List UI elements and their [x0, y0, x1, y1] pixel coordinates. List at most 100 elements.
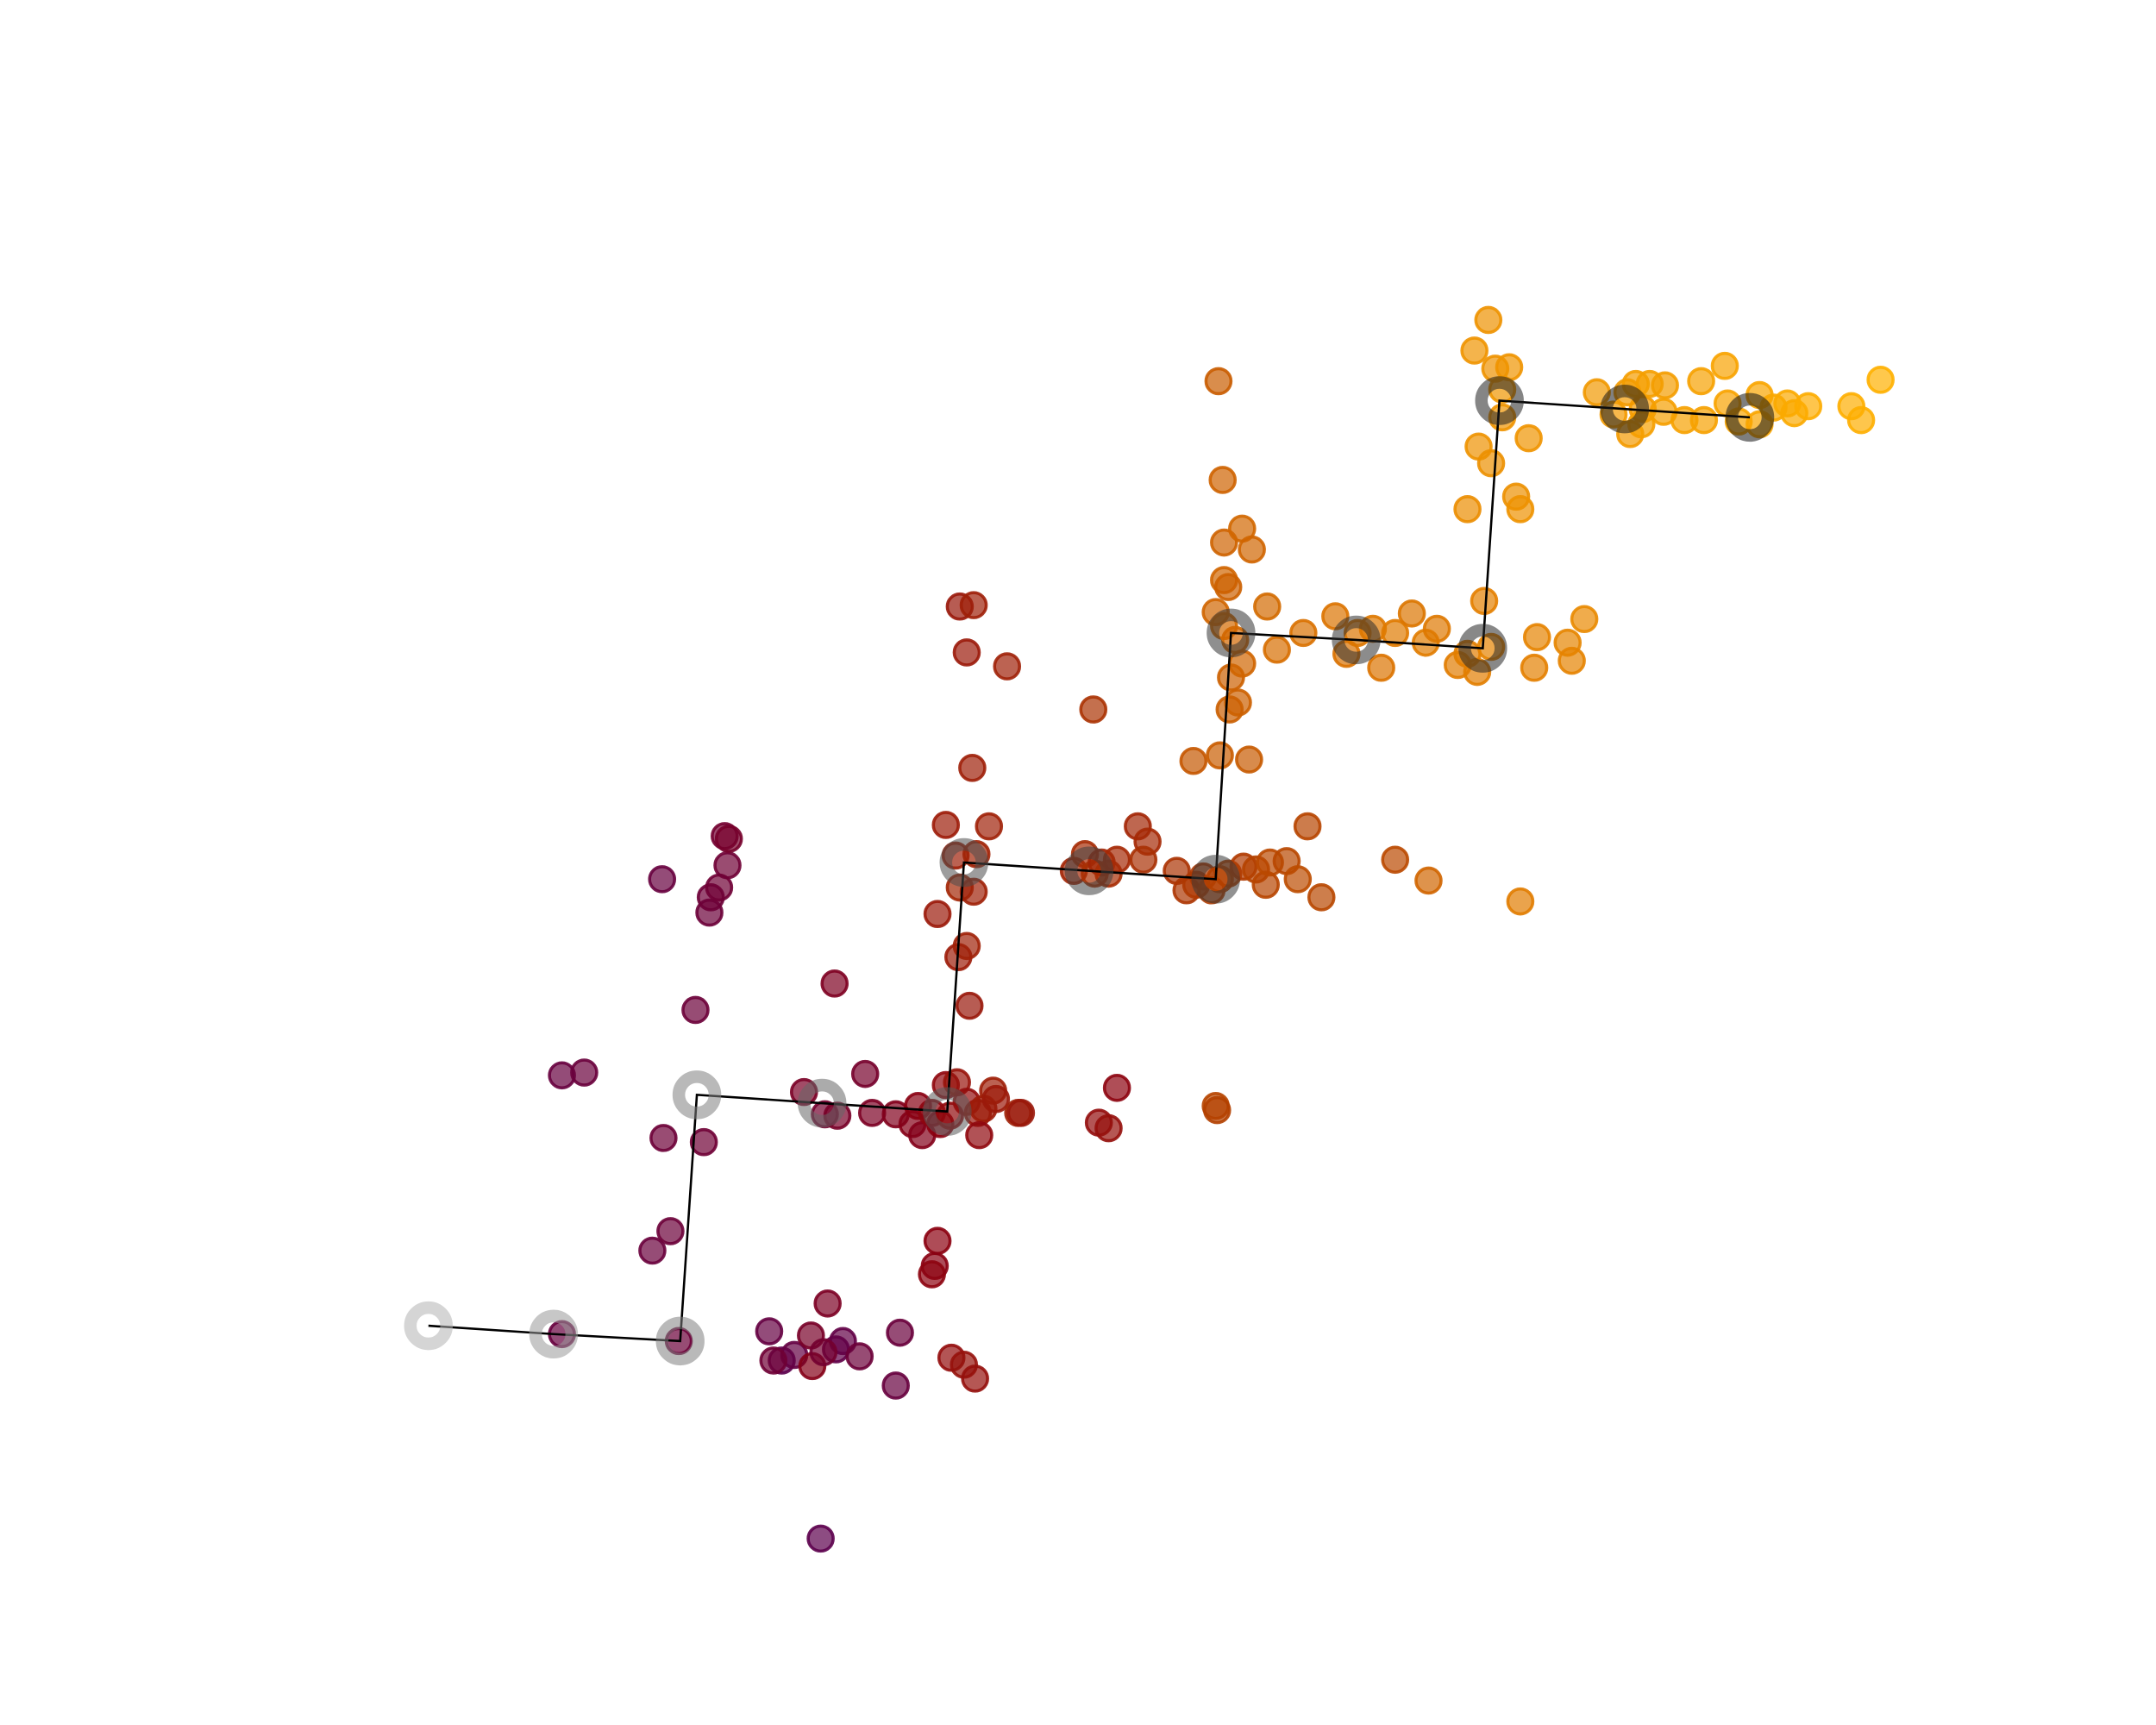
data-point	[1235, 745, 1263, 774]
data-point	[1520, 653, 1549, 682]
data-point	[1204, 367, 1233, 396]
trajectory-node	[797, 1078, 847, 1128]
data-point	[1460, 336, 1489, 365]
trajectory-node	[1725, 392, 1775, 442]
trajectory-node	[1191, 855, 1240, 904]
data-point	[809, 1338, 838, 1367]
trajectory-node	[923, 1087, 972, 1136]
data-point	[1570, 605, 1599, 634]
data-point	[1094, 1113, 1123, 1143]
data-point	[1651, 371, 1679, 400]
data-point	[1213, 573, 1243, 601]
data-point	[713, 850, 742, 880]
data-point	[1422, 614, 1451, 643]
data-point	[820, 969, 849, 998]
data-point	[813, 1289, 842, 1318]
data-point	[570, 1058, 599, 1087]
data-point	[681, 995, 710, 1025]
data-point	[1079, 695, 1108, 724]
trajectory-node	[655, 1316, 705, 1366]
data-point	[1687, 367, 1715, 396]
data-point	[1238, 535, 1266, 564]
data-point	[959, 591, 988, 619]
data-point	[1203, 1095, 1232, 1125]
data-point	[931, 811, 961, 839]
data-point	[845, 1342, 874, 1371]
data-point	[958, 754, 987, 782]
data-point	[1453, 495, 1482, 524]
data-point	[1476, 448, 1506, 478]
data-point	[656, 1217, 685, 1245]
data-point	[1224, 688, 1252, 717]
data-point	[858, 1099, 887, 1127]
data-point	[755, 1317, 784, 1346]
data-point	[1414, 866, 1443, 895]
trajectory-node	[1600, 384, 1650, 434]
data-point	[1006, 1099, 1036, 1127]
trajectory-node	[672, 1070, 722, 1120]
data-point	[1794, 392, 1823, 421]
trajectory-node	[1458, 624, 1507, 673]
data-point	[1522, 623, 1551, 651]
trajectory-node	[404, 1301, 453, 1351]
data-point	[638, 1236, 667, 1265]
data-point	[952, 932, 981, 961]
data-point	[1470, 586, 1499, 616]
data-point	[923, 1226, 952, 1255]
data-point	[1506, 495, 1535, 524]
data-point	[649, 1124, 678, 1152]
data-point	[714, 825, 743, 853]
data-point	[1289, 618, 1318, 648]
data-point	[965, 1120, 993, 1150]
data-point	[1253, 592, 1282, 621]
data-point	[952, 638, 981, 667]
data-point	[1206, 741, 1234, 770]
data-point	[1846, 405, 1876, 435]
data-point	[1557, 646, 1586, 675]
trajectory-layer	[404, 376, 1775, 1366]
data-point	[993, 652, 1022, 681]
trajectory-node	[1206, 608, 1256, 658]
data-point	[1251, 870, 1281, 900]
data-point	[1381, 845, 1410, 875]
data-point	[1263, 635, 1291, 664]
data-point	[1179, 746, 1208, 775]
data-point	[1208, 466, 1238, 494]
data-point	[850, 1059, 880, 1088]
data-point	[689, 1127, 718, 1157]
data-point	[955, 991, 984, 1020]
data-point	[1210, 528, 1238, 557]
data-point	[1506, 887, 1535, 916]
data-point	[648, 865, 677, 894]
data-point	[923, 900, 952, 928]
data-point	[881, 1371, 910, 1400]
data-point	[1514, 423, 1543, 453]
trajectory-node	[939, 837, 988, 888]
trajectory-node	[1332, 615, 1381, 665]
data-point	[981, 1084, 1011, 1113]
data-point	[1102, 1074, 1131, 1102]
trajectory-node	[1475, 376, 1524, 425]
data-point	[1710, 351, 1739, 380]
data-point	[1293, 812, 1322, 841]
data-point	[1367, 653, 1395, 682]
data-point	[806, 1524, 835, 1553]
data-point	[1381, 618, 1410, 648]
trajectory-node	[529, 1309, 579, 1358]
data-point	[759, 1346, 788, 1375]
data-point	[1307, 883, 1336, 912]
data-point	[1689, 405, 1719, 435]
data-point	[1866, 366, 1895, 394]
trajectory-line	[428, 399, 1751, 1343]
data-point	[1397, 599, 1426, 628]
data-point	[975, 812, 1004, 841]
data-point	[886, 1318, 914, 1347]
data-point	[1129, 845, 1158, 875]
data-point	[1474, 305, 1503, 335]
points-layer	[548, 305, 1895, 1553]
data-point	[1283, 865, 1313, 894]
trajectory-node	[1064, 846, 1114, 895]
data-point	[918, 1260, 946, 1289]
